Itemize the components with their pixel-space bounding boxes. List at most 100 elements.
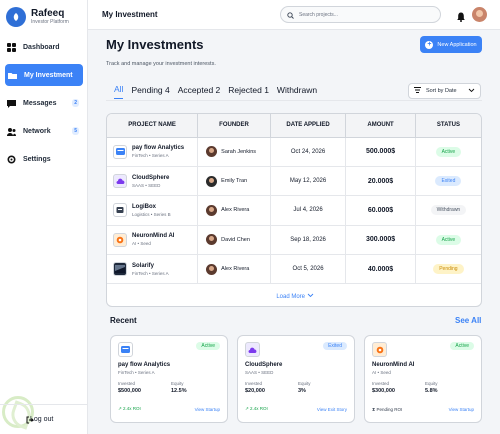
cloud-icon [245, 342, 260, 357]
sidebar-item-my-investment[interactable]: My Investment [5, 64, 83, 86]
folder-icon [8, 71, 17, 80]
tab-withdrawn[interactable]: Withdrawn [276, 85, 318, 95]
table-row[interactable]: pay flow Analytics FinTech • Series A Sar… [107, 137, 481, 167]
status-tabs: All Pending 4 Accepted 2 Rejected 1 With… [114, 84, 325, 99]
header-founder[interactable]: FOUNDER [197, 114, 271, 138]
status-badge: Active [435, 234, 462, 245]
sidebar-item-label: Settings [23, 155, 51, 163]
bell-icon[interactable] [457, 9, 465, 27]
roi-label: ↗ 2.4x ROI [245, 406, 268, 411]
network-icon [7, 127, 16, 136]
view-exit-story-link[interactable]: View Exit Story [316, 407, 347, 412]
amount: 40.000$ [345, 254, 416, 285]
project-meta: Logistics • Series B [132, 211, 171, 217]
founder-avatar [206, 146, 218, 158]
project-meta: AI • Seed [372, 370, 391, 375]
brand: Rafeeq Investor Platform [0, 0, 87, 28]
sidebar-item-settings[interactable]: Settings [4, 148, 83, 170]
logout-button[interactable]: Log out [0, 404, 87, 434]
table-row[interactable]: NeuronMind AI AI • Seed David Chen Sep 18… [107, 225, 481, 256]
logout-label: Log out [30, 416, 54, 423]
tab-pending[interactable]: Pending 4 [131, 85, 170, 95]
project-meta: FinTech • Series A [118, 370, 155, 375]
project-name: LogiBox [132, 203, 156, 210]
invested-value: $300,000 [372, 388, 395, 394]
recent-card[interactable]: Active NeuronMind AI AI • Seed Invested … [364, 335, 482, 423]
chevron-down-icon [307, 293, 314, 300]
project-name: CloudSphere [245, 362, 283, 368]
invested-label: Invested [118, 381, 136, 386]
project-name: CloudSphere [132, 174, 170, 181]
equity-label: Equity [298, 381, 311, 386]
sort-icon [414, 87, 421, 95]
founder-name: David Chen [221, 236, 250, 243]
invested-label: Invested [245, 381, 263, 386]
amount: 500.000$ [345, 137, 416, 167]
sort-dropdown[interactable]: Sort by Date [408, 83, 481, 99]
trend-up-icon: ↗ [118, 406, 122, 411]
header-amount[interactable]: AMOUNT [345, 114, 416, 138]
investments-table-card: PROJECT NAME FOUNDER DATE APPLIED AMOUNT… [106, 113, 482, 307]
date-applied: Oct 5, 2026 [270, 254, 347, 285]
user-avatar[interactable] [472, 7, 487, 22]
project-name: pay flow Analytics [118, 362, 171, 368]
date-applied: May 12, 2026 [270, 166, 347, 197]
table-row[interactable]: LogiBox Logistics • Series B Alex Rivera … [107, 195, 481, 226]
invested-value: $20,000 [245, 388, 265, 394]
recent-card[interactable]: Active pay flow Analytics FinTech • Seri… [110, 335, 228, 423]
status-badge: Active [196, 342, 220, 350]
view-startup-link[interactable]: View Startup [194, 407, 220, 412]
brand-name: Rafeeq [31, 8, 65, 19]
box-icon [113, 203, 127, 218]
tab-rejected[interactable]: Rejected 1 [228, 85, 269, 95]
amount: 60.000$ [345, 195, 416, 226]
view-startup-link[interactable]: View Startup [448, 407, 474, 412]
sidebar-item-network[interactable]: Network 5 [4, 120, 83, 142]
page-subtitle: Track and manage your investment interes… [106, 61, 216, 67]
sidebar-item-dashboard[interactable]: Dashboard [4, 36, 83, 58]
status-badge: Active [435, 146, 462, 157]
founder-avatar [206, 175, 218, 187]
cloud-icon [113, 174, 127, 189]
founder-avatar [206, 263, 218, 275]
project-meta: SAAS • SEED [245, 370, 274, 375]
sort-label: Sort by Date [426, 88, 457, 94]
new-application-button[interactable]: + New Application [420, 36, 482, 53]
search-box[interactable] [280, 6, 441, 23]
messages-count-badge: 2 [72, 99, 79, 107]
see-all-link[interactable]: See All [455, 316, 482, 325]
search-input[interactable] [299, 11, 419, 18]
new-application-label: New Application [437, 41, 477, 48]
project-meta: AI • Seed [132, 241, 151, 247]
project-name: pay flow Analytics [132, 145, 185, 152]
founder-avatar [206, 234, 218, 246]
message-icon [7, 99, 16, 108]
topbar-title: My Investment [102, 10, 158, 19]
project-meta: FinTech • Series A [132, 270, 169, 276]
tab-accepted[interactable]: Accepted 2 [177, 85, 221, 95]
sidebar-item-label: Dashboard [23, 43, 60, 51]
project-name: Solarify [132, 262, 155, 269]
header-status[interactable]: STATUS [415, 114, 481, 138]
load-more-label: Load More [276, 294, 305, 300]
sidebar-item-messages[interactable]: Messages 2 [4, 92, 83, 114]
equity-label: Equity [425, 381, 438, 386]
hourglass-icon: ⧗ [372, 407, 376, 412]
roi-label: ↗ 2.4x ROI [118, 406, 141, 411]
tab-all[interactable]: All [114, 84, 124, 99]
date-applied: Jul 4, 2026 [270, 195, 347, 226]
header-project-name[interactable]: PROJECT NAME [107, 114, 199, 138]
sidebar-item-label: Network [23, 127, 51, 135]
payment-app-icon [113, 144, 127, 159]
recent-title: Recent [110, 316, 137, 325]
project-name: NeuronMind AI [372, 362, 415, 368]
founder-name: Emily Tran [221, 178, 248, 185]
header-date-applied[interactable]: DATE APPLIED [270, 114, 347, 138]
recent-card[interactable]: Exited CloudSphere SAAS • SEED Invested … [237, 335, 355, 423]
table-row[interactable]: Solarify FinTech • Series A Alex Rivera O… [107, 254, 481, 285]
table-row[interactable]: CloudSphere SAAS • SEED Emily Tran May 12… [107, 166, 481, 197]
amount: 300.000$ [345, 225, 416, 256]
invested-label: Invested [372, 381, 390, 386]
load-more-button[interactable]: Load More [107, 293, 481, 300]
sidebar: Rafeeq Investor Platform Dashboard My In… [0, 0, 88, 434]
